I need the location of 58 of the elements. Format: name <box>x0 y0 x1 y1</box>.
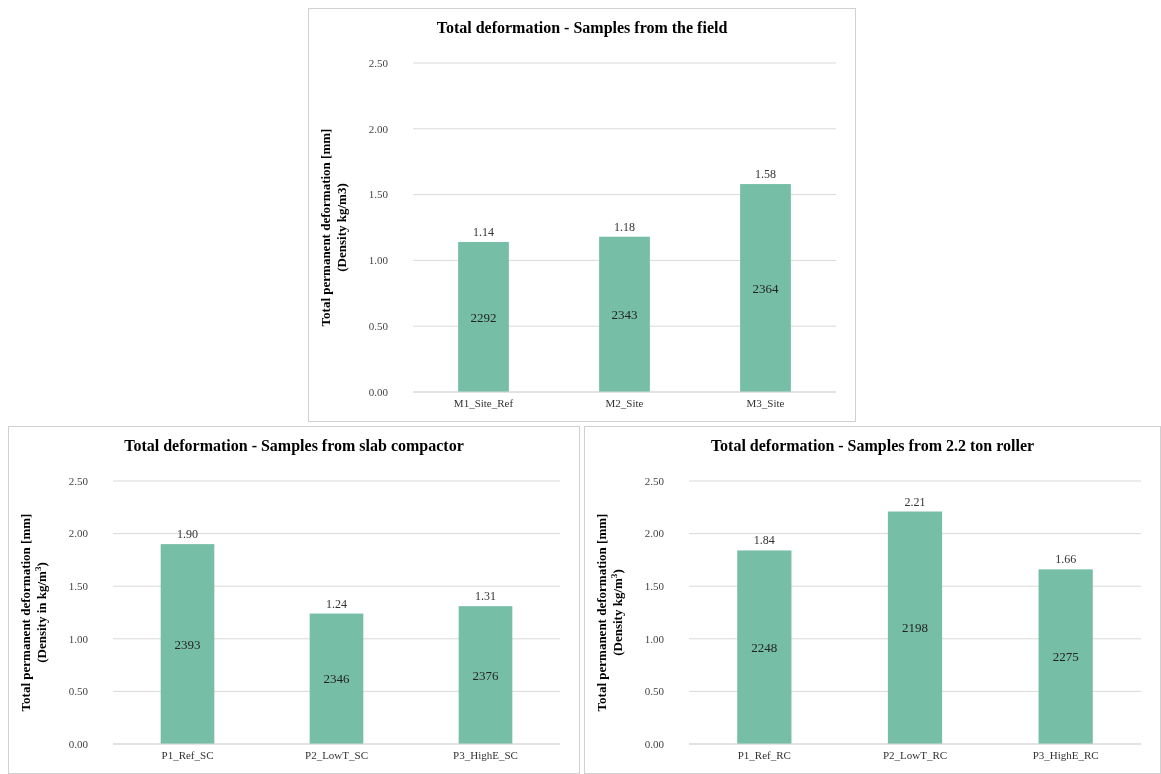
annotation: 2393 <box>174 636 201 652</box>
y-tick-label: 0.00 <box>68 737 89 750</box>
y-tick-label: 2.50 <box>644 474 665 487</box>
y-tick-label: 0.00 <box>368 385 389 398</box>
y-tick-label: 1.00 <box>68 632 89 645</box>
x-tick-label: P3_HighE_RC <box>1032 749 1099 761</box>
y-tick-label: 0.50 <box>68 685 89 698</box>
data-label: 1.66 <box>1055 552 1077 567</box>
x-tick-label: P2_LowT_RC <box>882 749 948 761</box>
y-tick-label: 1.50 <box>644 580 665 593</box>
y-tick-label: 2.50 <box>368 56 389 69</box>
bar <box>887 511 943 744</box>
y-tick-label: 0.50 <box>368 320 389 333</box>
annotation: 2346 <box>323 671 350 687</box>
y-tick-label: 1.50 <box>68 580 89 593</box>
x-tick-label: M2_Site <box>605 397 644 409</box>
bar <box>458 606 513 744</box>
x-tick-label: P1_Ref_RC <box>737 749 791 761</box>
bar <box>599 236 650 392</box>
y-tick-label: 2.00 <box>68 527 89 540</box>
y-tick-label: 0.50 <box>644 685 665 698</box>
y-tick-label: 2.00 <box>644 527 665 540</box>
annotation: 2275 <box>1052 649 1079 665</box>
y-tick-label: 1.00 <box>644 632 665 645</box>
chart-title: Total deformation - Samples from slab compactor <box>124 437 464 455</box>
annotation: 2376 <box>472 667 499 683</box>
bar <box>740 184 791 392</box>
y-axis-title: Total permanent deformation [mm] (Density kg/m3) <box>318 128 349 327</box>
data-label: 1.84 <box>753 533 775 548</box>
x-tick-label: M3_Site <box>746 397 785 409</box>
annotation: 2248 <box>751 639 778 655</box>
annotation: 2364 <box>752 280 779 296</box>
x-tick-label: M1_Site_Ref <box>453 397 514 409</box>
y-tick-label: 2.00 <box>368 122 389 135</box>
data-label: 2.21 <box>904 494 926 509</box>
data-label: 1.24 <box>326 596 347 611</box>
bar <box>458 241 509 392</box>
x-tick-label: P1_Ref_SC <box>161 749 214 761</box>
bar <box>160 544 215 744</box>
bar <box>1038 569 1093 744</box>
bar <box>309 613 364 744</box>
data-label: 1.31 <box>475 589 496 604</box>
annotation: 2292 <box>470 309 497 325</box>
y-tick-label: 1.00 <box>368 254 389 267</box>
y-tick-label: 0.00 <box>644 737 665 750</box>
data-label: 1.14 <box>473 224 494 239</box>
data-label: 1.58 <box>755 167 776 182</box>
data-label: 1.18 <box>614 219 635 234</box>
y-tick-label: 2.50 <box>68 474 89 487</box>
x-tick-label: P3_HighE_SC <box>453 749 518 761</box>
bar <box>737 550 792 744</box>
x-tick-label: P2_LowT_SC <box>305 749 368 761</box>
annotation: 2343 <box>611 306 638 322</box>
chart-title: Total deformation - Samples from 2.2 ton roller <box>710 437 1035 455</box>
data-label: 1.90 <box>177 527 198 542</box>
chart-title: Total deformation - Samples from the field <box>436 19 728 37</box>
y-tick-label: 1.50 <box>368 188 389 201</box>
annotation: 2198 <box>902 620 928 636</box>
